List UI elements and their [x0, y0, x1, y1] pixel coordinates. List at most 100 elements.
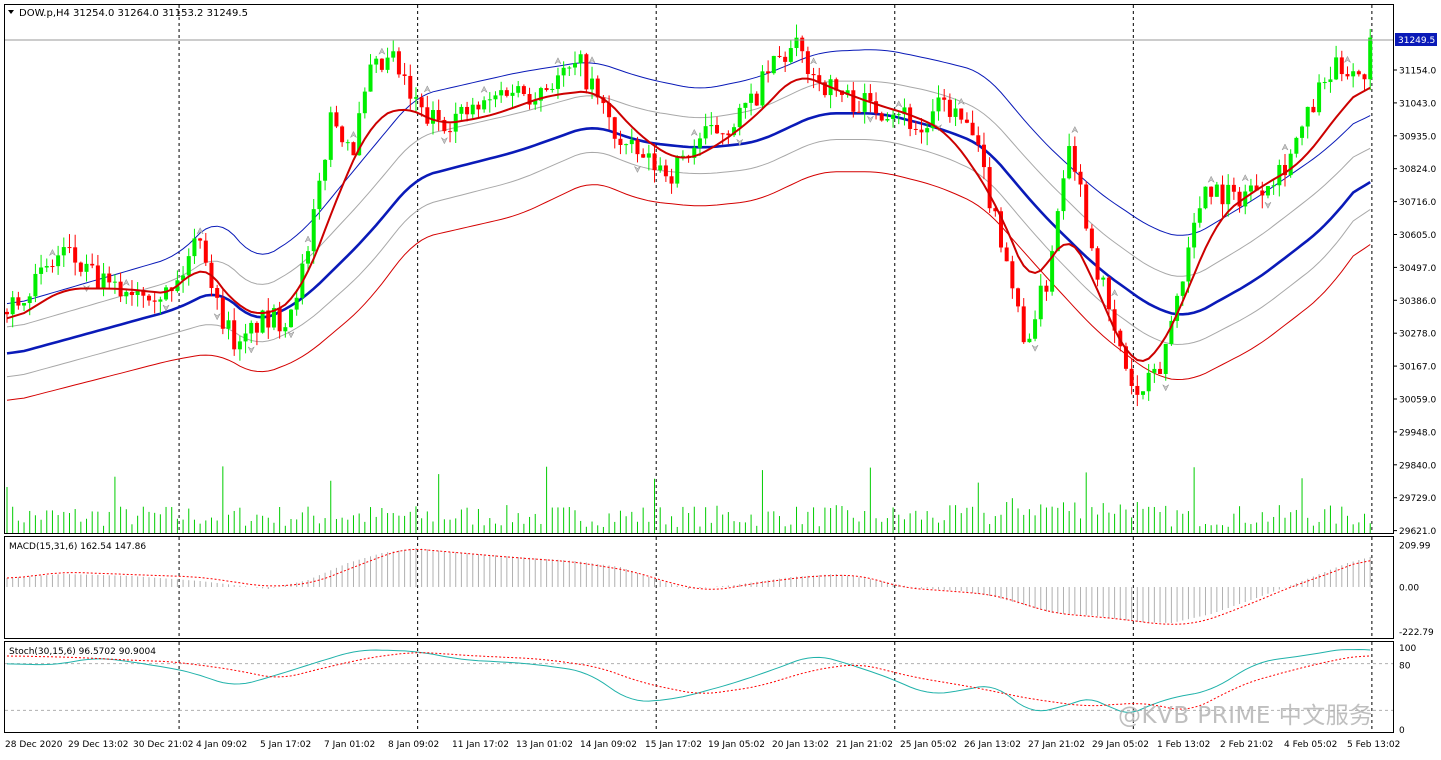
stochastic-indicator: 100 80 0	[5, 644, 1416, 736]
candle-body	[783, 56, 788, 62]
candle-body	[1243, 191, 1248, 207]
candle-body	[192, 238, 197, 257]
candle-bullish	[271, 304, 276, 331]
candle-bearish	[5, 308, 9, 323]
candle-body	[902, 107, 907, 115]
candle-body	[95, 265, 100, 288]
candle-body	[760, 71, 765, 106]
candle-bearish	[822, 80, 827, 98]
candle-bullish	[289, 308, 293, 328]
time-axis-label: 1 Feb 13:02	[1157, 740, 1210, 750]
candle-body	[1175, 295, 1180, 321]
candle-body	[1356, 71, 1361, 75]
candle-body	[1226, 184, 1231, 205]
candle-body	[499, 90, 504, 96]
candle-bullish	[459, 104, 464, 122]
candle-body	[788, 48, 793, 62]
candle-body	[1362, 74, 1367, 80]
candle-bearish	[425, 95, 430, 126]
candle-body	[1044, 285, 1049, 292]
candle-body	[147, 295, 151, 301]
candle-bullish	[237, 335, 242, 361]
candle-bearish	[95, 254, 100, 290]
fractal-down-icon	[866, 115, 875, 123]
price-pane-frame	[4, 4, 1394, 534]
chevron-down-icon[interactable]	[8, 10, 14, 14]
candle-body	[1078, 171, 1083, 185]
time-axis-label: 28 Dec 2020	[5, 740, 63, 750]
fractal-down-icon	[247, 346, 255, 354]
candle-body	[1283, 164, 1287, 176]
candle-body	[521, 86, 526, 95]
candle-body	[618, 138, 623, 146]
time-axis-label: 14 Jan 09:02	[580, 740, 637, 750]
candle-body	[271, 308, 276, 328]
candle-bearish	[618, 130, 623, 155]
candle-body	[527, 94, 532, 105]
candle-bearish	[959, 108, 964, 124]
candle-body	[1271, 185, 1276, 187]
candle-body	[362, 91, 367, 114]
band-red-lower	[6, 171, 1371, 401]
candle-bearish	[612, 116, 617, 149]
candle-bearish	[652, 143, 657, 183]
candle-bearish	[987, 157, 992, 213]
candle-bullish	[61, 237, 66, 267]
candle-bullish	[1271, 179, 1276, 195]
candle-body	[891, 114, 896, 120]
candle-body	[771, 55, 776, 74]
candle-bearish	[1135, 375, 1140, 407]
symbol-label: DOW.p,H4	[19, 8, 70, 19]
candle-body	[749, 93, 754, 103]
candle-bearish	[1004, 242, 1009, 262]
candle-bullish	[158, 296, 163, 315]
candle-bearish	[220, 288, 225, 335]
candle-bullish	[1055, 208, 1060, 252]
candlestick-series[interactable]	[5, 24, 1373, 407]
candle-body	[1328, 79, 1333, 83]
time-axis-label: 13 Jan 01:02	[516, 740, 573, 750]
time-axis-label: 7 Jan 01:02	[324, 740, 375, 750]
candle-body	[1368, 37, 1373, 80]
candle-bullish	[1351, 63, 1356, 88]
candle-body	[1050, 251, 1055, 292]
candle-bullish	[101, 262, 106, 297]
ema-line	[6, 77, 1371, 363]
candle-bullish	[1067, 133, 1072, 180]
candle-bullish	[493, 91, 498, 108]
band-gray-upper	[6, 80, 1371, 328]
candle-body	[340, 126, 345, 143]
candle-body	[834, 79, 839, 91]
candle-bearish	[919, 118, 924, 144]
candle-body	[141, 291, 146, 296]
candle-bullish	[413, 87, 418, 112]
candle-bullish	[487, 92, 492, 113]
candle-bearish	[476, 101, 481, 119]
candle-body	[158, 299, 163, 302]
candle-bullish	[629, 128, 634, 154]
fractal-up-icon	[554, 57, 562, 65]
candle-body	[465, 106, 470, 115]
time-axis-label: 26 Jan 13:02	[964, 740, 1021, 750]
candle-body	[1186, 247, 1191, 282]
candle-bullish	[1305, 106, 1310, 139]
candle-body	[243, 333, 248, 342]
candle-bullish	[709, 112, 714, 135]
candle-body	[385, 57, 390, 70]
price-marker-label: 31249.5	[1398, 36, 1435, 46]
candle-bullish	[896, 110, 901, 125]
candle-body	[215, 288, 220, 298]
candle-bullish	[862, 83, 867, 124]
candle-body	[732, 127, 737, 136]
candle-bullish	[749, 83, 754, 116]
candle-body	[981, 144, 986, 168]
candle-body	[1351, 71, 1356, 77]
candle-bearish	[1078, 164, 1083, 197]
candle-bearish	[851, 81, 856, 118]
candle-body	[504, 90, 509, 96]
candle-body	[203, 240, 208, 263]
candle-bearish	[766, 60, 771, 83]
candle-bullish	[317, 172, 322, 220]
